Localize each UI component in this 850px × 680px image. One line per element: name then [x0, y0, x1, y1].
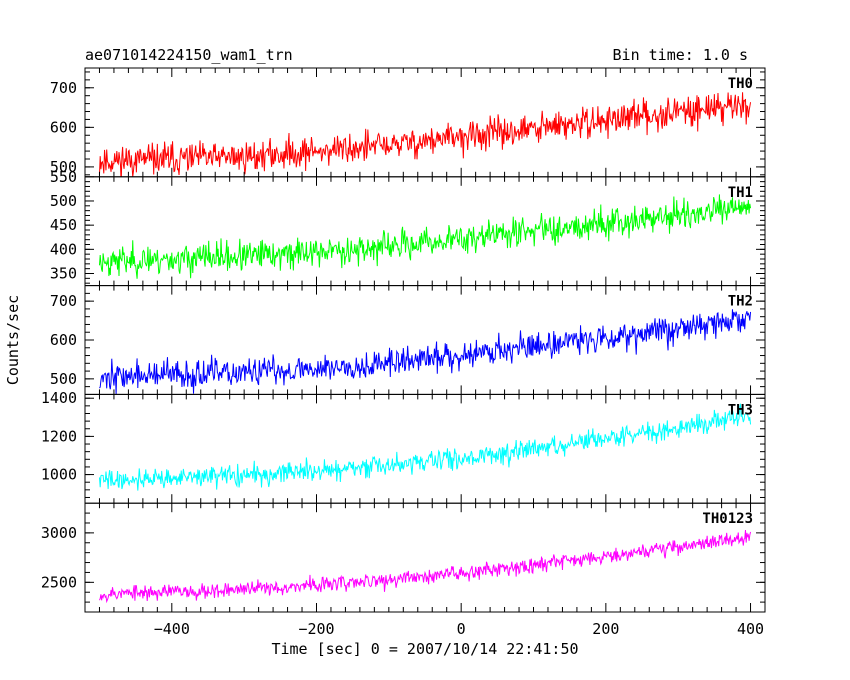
panel-label: TH2: [728, 294, 753, 310]
y-tick-label: 500: [50, 370, 77, 388]
panel-label: TH0123: [702, 511, 753, 527]
x-tick-labels: −400 −200 0 200 400: [154, 620, 764, 638]
y-tick-label: 500: [50, 192, 77, 210]
panel-label: TH1: [728, 185, 753, 201]
x-tick-label: 0: [457, 620, 466, 638]
y-tick-label: 1000: [41, 466, 77, 484]
panel-label: TH3: [728, 402, 753, 418]
x-tick-label: 200: [592, 620, 619, 638]
y-tick-label: 500: [50, 158, 77, 176]
panel-frame: [84, 393, 766, 504]
y-tick-label: 700: [50, 79, 77, 97]
series-line-th2: [99, 309, 752, 395]
x-tick-label: −400: [154, 620, 190, 638]
panel-frame: [84, 176, 766, 287]
panel-th0: 500 600 700 TH0: [50, 67, 766, 178]
panel-th0123: 2500 3000 TH0123: [41, 502, 766, 613]
panel-th3: 1000 1200 1400 TH3: [41, 389, 766, 504]
y-tick-label: 3000: [41, 524, 77, 542]
y-tick-label: 350: [50, 265, 77, 283]
y-tick-label: 2500: [41, 573, 77, 591]
y-tick-label: 700: [50, 292, 77, 310]
series-line-th0: [98, 92, 752, 177]
chart-title: ae071014224150_wam1_trn: [85, 46, 293, 64]
series-line-th3: [98, 403, 752, 491]
panel-th1: 350 400 450 500 550 TH1: [50, 168, 766, 287]
series-line-th1: [98, 194, 752, 279]
y-tick-label: 400: [50, 240, 77, 258]
x-tick-label: −200: [298, 620, 334, 638]
y-tick-label: 550: [50, 168, 77, 186]
y-tick-label: 450: [50, 216, 77, 234]
series-line-th0123: [99, 529, 752, 604]
x-axis-label: Time [sec] 0 = 2007/10/14 22:41:50: [271, 640, 578, 658]
y-tick-label: 600: [50, 331, 77, 349]
bin-time-label: Bin time: 1.0 s: [613, 46, 748, 64]
panel-frame: [84, 502, 766, 613]
x-tick-label: 400: [737, 620, 764, 638]
panel-label: TH0: [728, 76, 753, 92]
panel-th2: 500 600 700 TH2: [50, 285, 766, 395]
y-tick-label: 1200: [41, 427, 77, 445]
y-tick-label: 600: [50, 118, 77, 136]
y-tick-label: 1400: [41, 389, 77, 407]
y-axis-label: Counts/sec: [4, 295, 22, 385]
